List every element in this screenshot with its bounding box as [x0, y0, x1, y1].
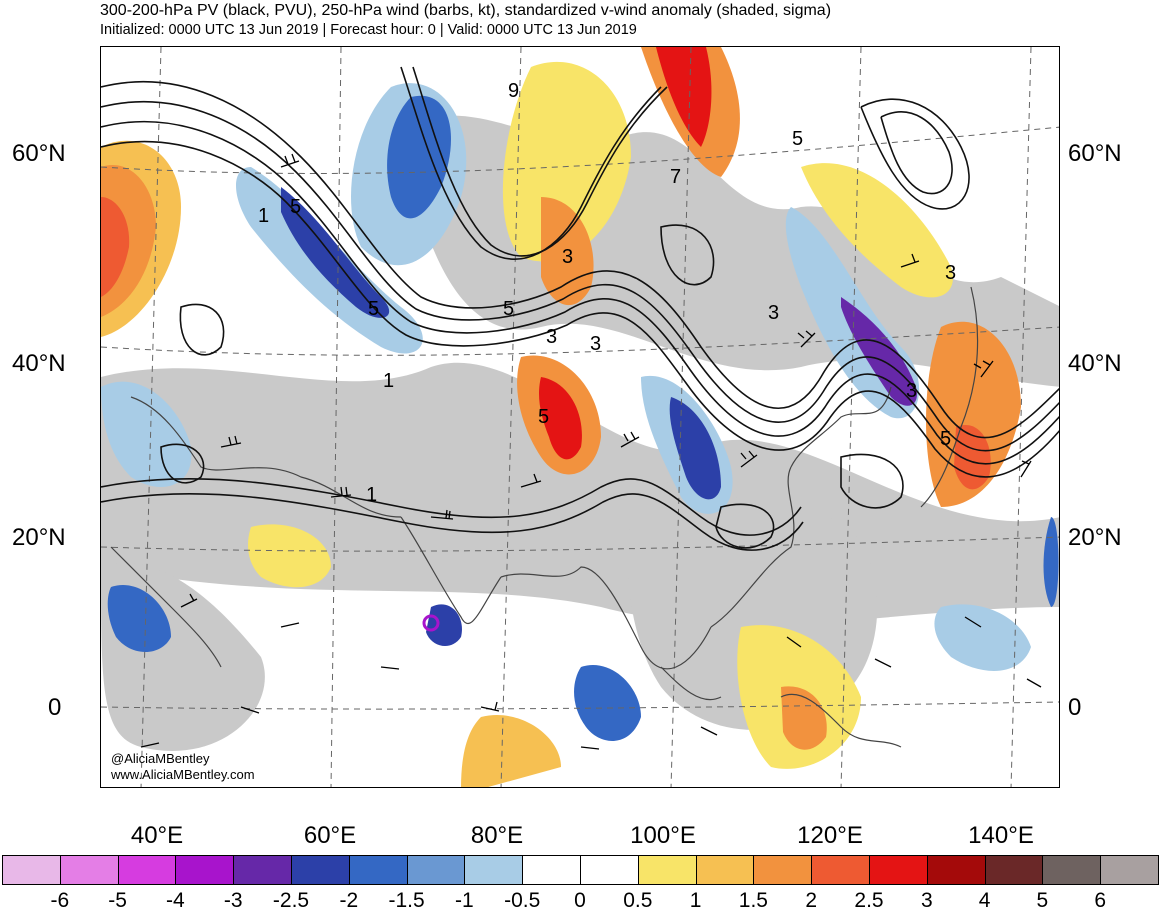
- colorbar-swatch: [291, 855, 350, 885]
- contour-label: 3: [546, 326, 558, 348]
- colorbar-swatch: [117, 855, 177, 885]
- colorbar-swatch: [175, 855, 235, 885]
- contour-label: 3: [768, 302, 780, 324]
- colorbar-label: 1.5: [738, 889, 768, 912]
- colorbar-label: -3: [223, 889, 243, 912]
- contour-label: 1: [258, 205, 270, 227]
- colorbar-label: 2.5: [854, 889, 884, 912]
- lat-label-right: 60°N: [1068, 140, 1122, 167]
- lat-label-right: 40°N: [1068, 350, 1122, 377]
- contour-label: 5: [940, 428, 952, 450]
- contour-label: 3: [590, 333, 602, 355]
- colorbar-swatch: [580, 855, 639, 885]
- colorbar-label: 2: [805, 889, 818, 912]
- contour-label: 5: [290, 196, 302, 218]
- lat-label-left: 20°N: [12, 524, 66, 551]
- colorbar-swatch: [869, 855, 928, 885]
- contour-label: 5: [368, 298, 380, 320]
- colorbar-swatch: [1042, 855, 1102, 885]
- colorbar-swatch: [348, 855, 408, 885]
- colorbar-swatch: [926, 855, 986, 885]
- colorbar-label: -6: [50, 889, 70, 912]
- colorbar-swatch: [522, 855, 581, 885]
- colorbar-label: -5: [108, 889, 127, 912]
- colorbar-label: -0.5: [504, 889, 541, 912]
- colorbar-label: 6: [1094, 889, 1107, 912]
- lon-label: 120°E: [797, 822, 863, 849]
- contour-label: 1: [383, 370, 395, 392]
- colorbar-label: 4: [978, 889, 991, 912]
- lon-label: 40°E: [130, 822, 184, 849]
- contour-label: 9: [508, 80, 520, 102]
- colorbar-label: 1: [689, 889, 702, 912]
- colorbar-label: 0.5: [623, 889, 653, 912]
- colorbar-label: -1.5: [388, 889, 425, 912]
- contour-label: 5: [538, 406, 550, 428]
- contour-label: 3: [906, 380, 918, 402]
- lat-label-right: 0: [1068, 694, 1082, 721]
- colorbar-swatch: [695, 855, 755, 885]
- lat-label-right: 20°N: [1068, 524, 1122, 551]
- colorbar-label: 0: [574, 889, 586, 912]
- contour-label: 5: [792, 128, 804, 150]
- contour-label: 3: [562, 246, 574, 268]
- colorbar-swatch: [233, 855, 292, 885]
- credit-handle: @AliciaMBentley: [111, 751, 210, 766]
- contour-label: 3: [945, 262, 957, 284]
- colorbar-swatch: [1100, 855, 1159, 885]
- lat-label-left: 60°N: [12, 140, 66, 167]
- colorbar-swatch: [2, 855, 61, 885]
- chart-subtitle: Initialized: 0000 UTC 13 Jun 2019 | Fore…: [100, 22, 637, 38]
- lon-label: 140°E: [968, 822, 1034, 849]
- chart-title: 300-200-hPa PV (black, PVU), 250-hPa win…: [100, 2, 832, 19]
- colorbar: [2, 855, 1159, 885]
- lon-label: 100°E: [630, 822, 696, 849]
- colorbar-swatch: [811, 855, 870, 885]
- colorbar-swatch: [637, 855, 697, 885]
- colorbar-swatch: [406, 855, 466, 885]
- lon-label: 60°E: [303, 822, 357, 849]
- contour-label: 1: [366, 484, 378, 506]
- colorbar-swatch: [464, 855, 524, 885]
- contour-label: 7: [670, 166, 682, 188]
- colorbar-label: -1: [455, 889, 474, 912]
- map-panel: @AliciaMBentley www.AliciaMBentley.com: [100, 46, 1060, 788]
- colorbar-label: -4: [166, 889, 185, 912]
- credit-site: www.AliciaMBentley.com: [111, 767, 255, 782]
- lon-label: 80°E: [470, 822, 524, 849]
- colorbar-swatch: [984, 855, 1044, 885]
- colorbar-label: 3: [920, 889, 933, 912]
- colorbar-label: 5: [1036, 889, 1049, 912]
- colorbar-label: -2: [339, 889, 359, 912]
- lat-label-left: 0: [48, 694, 62, 721]
- lat-label-left: 40°N: [12, 350, 66, 377]
- colorbar-swatch: [753, 855, 813, 885]
- map-graphic: [101, 47, 1059, 787]
- contour-label: 5: [503, 298, 515, 320]
- colorbar-label: -2.5: [272, 889, 310, 912]
- colorbar-swatch: [59, 855, 119, 885]
